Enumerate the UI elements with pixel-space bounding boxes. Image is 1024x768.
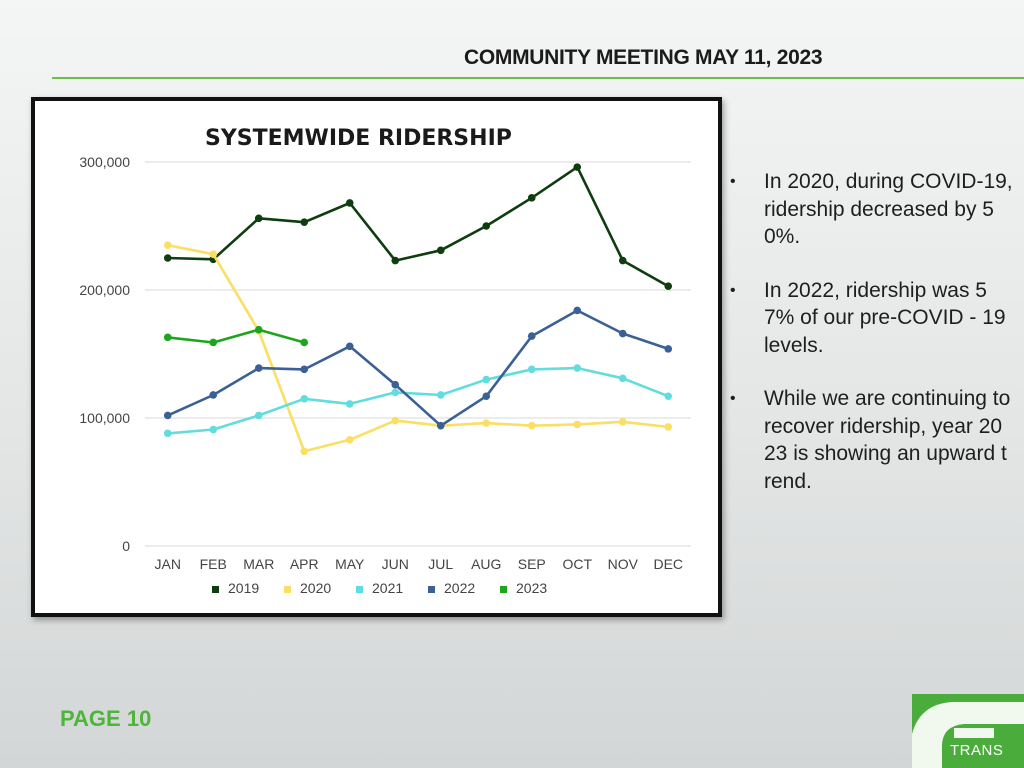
gtrans-logo (912, 694, 1024, 768)
x-tick-label: JUL (428, 556, 453, 572)
x-tick-label: OCT (562, 556, 592, 572)
data-point-2020 (391, 416, 400, 425)
legend-label-2020: 2020 (300, 580, 331, 596)
data-point-2019 (618, 256, 627, 265)
legend-swatch-2022 (428, 586, 435, 593)
bullet-item-1: • In 2020, during COVID-19, ridership dec… (728, 168, 1013, 251)
data-point-2022 (345, 342, 354, 351)
legend-swatch-2021 (356, 586, 363, 593)
data-point-2019 (300, 218, 309, 226)
bullet-icon: • (730, 281, 736, 299)
x-tick-label: DEC (653, 556, 683, 572)
chart-title: SYSTEMWIDE RIDERSHIP (205, 126, 512, 151)
data-point-2019 (391, 256, 400, 265)
page-number: PAGE 10 (60, 706, 152, 731)
legend-swatch-2020 (284, 586, 291, 593)
data-point-2022 (618, 329, 627, 338)
data-point-2023 (300, 338, 309, 347)
legend-label-2021: 2021 (372, 580, 403, 596)
data-point-2021 (527, 365, 536, 374)
data-point-2021 (209, 425, 218, 434)
data-point-2019 (345, 199, 354, 207)
x-tick-label: FEB (200, 556, 227, 572)
data-point-2019 (436, 246, 445, 255)
data-point-2022 (573, 306, 582, 315)
data-point-2021 (482, 375, 491, 384)
data-point-2020 (482, 419, 491, 427)
data-point-2021 (664, 392, 673, 401)
data-point-2021 (163, 429, 172, 438)
series-line-2020 (167, 243, 669, 453)
data-point-2019 (254, 214, 263, 223)
legend-label-2022: 2022 (444, 580, 475, 596)
x-tick-label: JUN (382, 556, 409, 572)
logo-text: TRANS (950, 742, 1004, 759)
data-point-2021 (573, 364, 582, 372)
data-point-2020 (300, 447, 309, 456)
data-point-2019 (163, 254, 172, 262)
data-point-2020 (209, 250, 218, 258)
slide-title: COMMUNITY MEETING MAY 11, 2023 (464, 46, 823, 69)
data-point-2021 (436, 391, 445, 399)
series-line-2021 (167, 366, 669, 435)
bullet-item-2: • In 2022, ridership was 57% of our pre-C… (728, 277, 1013, 360)
bullet-list: • In 2020, during COVID-19, ridership dec… (728, 168, 1013, 521)
data-point-2020 (527, 421, 536, 430)
data-point-2019 (664, 282, 673, 290)
x-tick-label: AUG (471, 556, 501, 572)
series-line-2019 (167, 165, 669, 288)
data-point-2022 (391, 380, 400, 389)
data-point-2019 (573, 163, 582, 171)
data-point-2020 (163, 241, 172, 249)
data-point-2021 (391, 388, 400, 397)
legend-label-2023: 2023 (516, 580, 547, 596)
data-point-2020 (664, 423, 673, 431)
data-point-2023 (209, 338, 218, 347)
series-line-2023 (167, 328, 305, 344)
y-tick-label: 0 (122, 538, 130, 554)
data-point-2022 (300, 365, 309, 374)
data-point-2021 (345, 400, 354, 408)
bullet-item-3: • While we are continuing to recover ride… (728, 385, 1013, 495)
header-divider (52, 77, 1024, 79)
x-tick-label: APR (290, 556, 319, 572)
x-tick-label: NOV (608, 556, 639, 572)
data-point-2023 (254, 325, 263, 334)
y-tick-label: 100,000 (79, 410, 130, 426)
x-tick-label: SEP (518, 556, 546, 572)
data-point-2019 (527, 194, 536, 202)
bullet-icon: • (730, 390, 736, 407)
legend-label-2019: 2019 (228, 580, 259, 596)
bullet-text-1: In 2020, during COVID-19, ridership decr… (764, 170, 1013, 248)
legend-swatch-2023 (500, 586, 507, 593)
data-point-2022 (436, 421, 445, 430)
x-tick-label: MAY (335, 556, 365, 572)
data-point-2022 (482, 392, 491, 401)
chart-canvas: SYSTEMWIDE RIDERSHIP 0 100,000 200,000 300,0… (79, 126, 691, 596)
bullet-icon: • (730, 173, 736, 190)
series-line-2022 (167, 309, 669, 428)
ridership-chart: SYSTEMWIDE RIDERSHIP 0 100,000 200,000 300,0… (31, 97, 722, 617)
data-point-2019 (482, 222, 491, 230)
data-point-2021 (618, 374, 627, 383)
data-point-2020 (573, 420, 582, 429)
bullet-text-2: In 2022, ridership was 57% of our pre-CO… (764, 278, 1006, 357)
data-point-2021 (300, 395, 309, 403)
x-tick-label: JAN (155, 556, 181, 572)
data-point-2022 (664, 345, 673, 353)
data-point-2020 (345, 435, 354, 444)
data-point-2022 (527, 332, 536, 340)
y-tick-label: 200,000 (79, 282, 130, 298)
data-point-2021 (254, 411, 263, 420)
x-tick-label: MAR (243, 556, 274, 572)
y-tick-label: 300,000 (79, 154, 130, 170)
data-point-2020 (618, 418, 627, 426)
bullet-text-3: While we are continuing to recover rider… (764, 387, 1011, 493)
legend-swatch-2019 (212, 586, 219, 593)
data-point-2023 (163, 333, 172, 342)
data-point-2022 (163, 411, 172, 420)
data-point-2022 (209, 391, 218, 399)
data-point-2022 (254, 364, 263, 372)
